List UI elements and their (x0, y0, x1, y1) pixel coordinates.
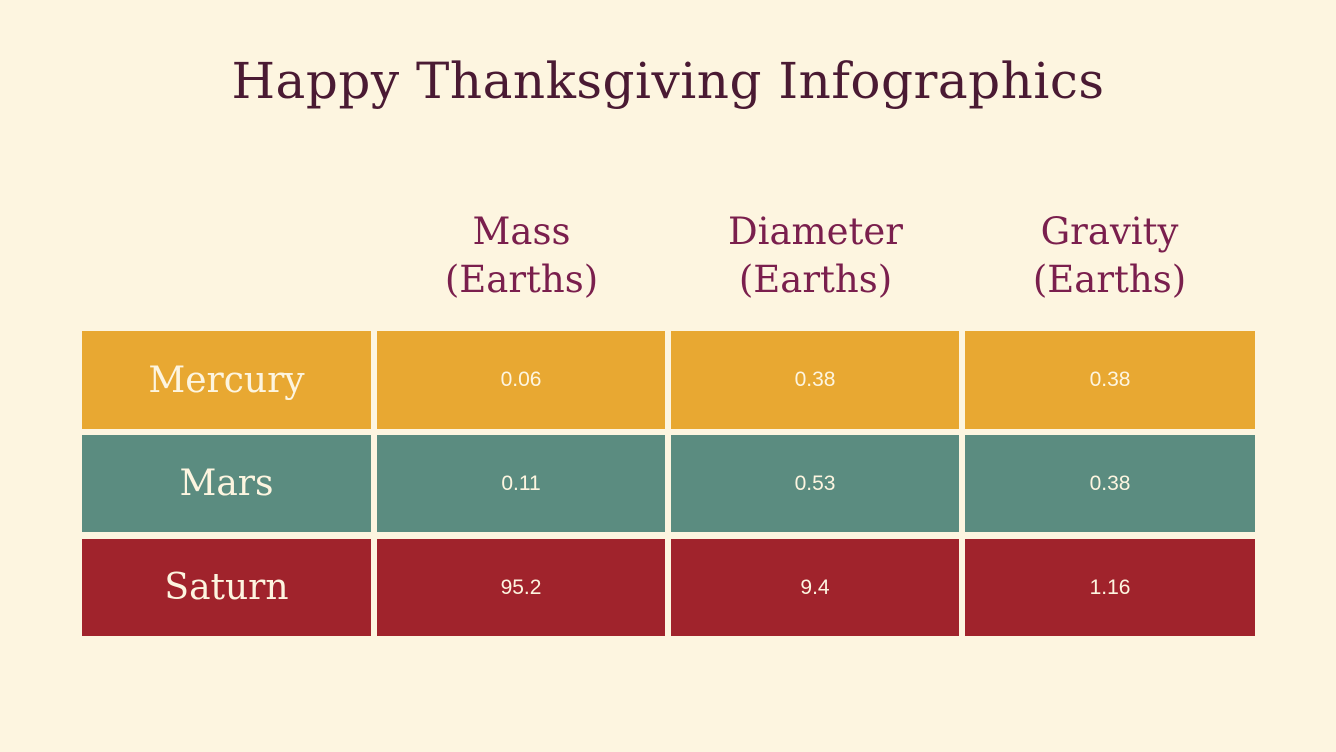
column-header-gravity: Gravity (Earths) (965, 208, 1254, 304)
cell-mercury-diameter: 0.38 (671, 331, 959, 429)
column-header-line1: Mass (472, 210, 571, 253)
cell-mars-gravity: 0.38 (965, 435, 1255, 532)
column-header-line1: Gravity (1040, 210, 1179, 253)
row-label-mars: Mars (82, 435, 371, 532)
column-header-line2: (Earths) (1032, 258, 1187, 301)
column-header-line2: (Earths) (444, 258, 599, 301)
column-header-line1: Diameter (728, 210, 903, 253)
page-title: Happy Thanksgiving Infographics (231, 52, 1105, 110)
row-label-mercury: Mercury (82, 331, 371, 429)
column-header-diameter: Diameter (Earths) (671, 208, 960, 304)
row-label-saturn: Saturn (82, 539, 371, 636)
column-header-line2: (Earths) (738, 258, 893, 301)
cell-mercury-gravity: 0.38 (965, 331, 1255, 429)
column-header-mass: Mass (Earths) (377, 208, 666, 304)
cell-mars-mass: 0.11 (377, 435, 665, 532)
cell-saturn-diameter: 9.4 (671, 539, 959, 636)
cell-mercury-mass: 0.06 (377, 331, 665, 429)
cell-saturn-mass: 95.2 (377, 539, 665, 636)
cell-saturn-gravity: 1.16 (965, 539, 1255, 636)
cell-mars-diameter: 0.53 (671, 435, 959, 532)
